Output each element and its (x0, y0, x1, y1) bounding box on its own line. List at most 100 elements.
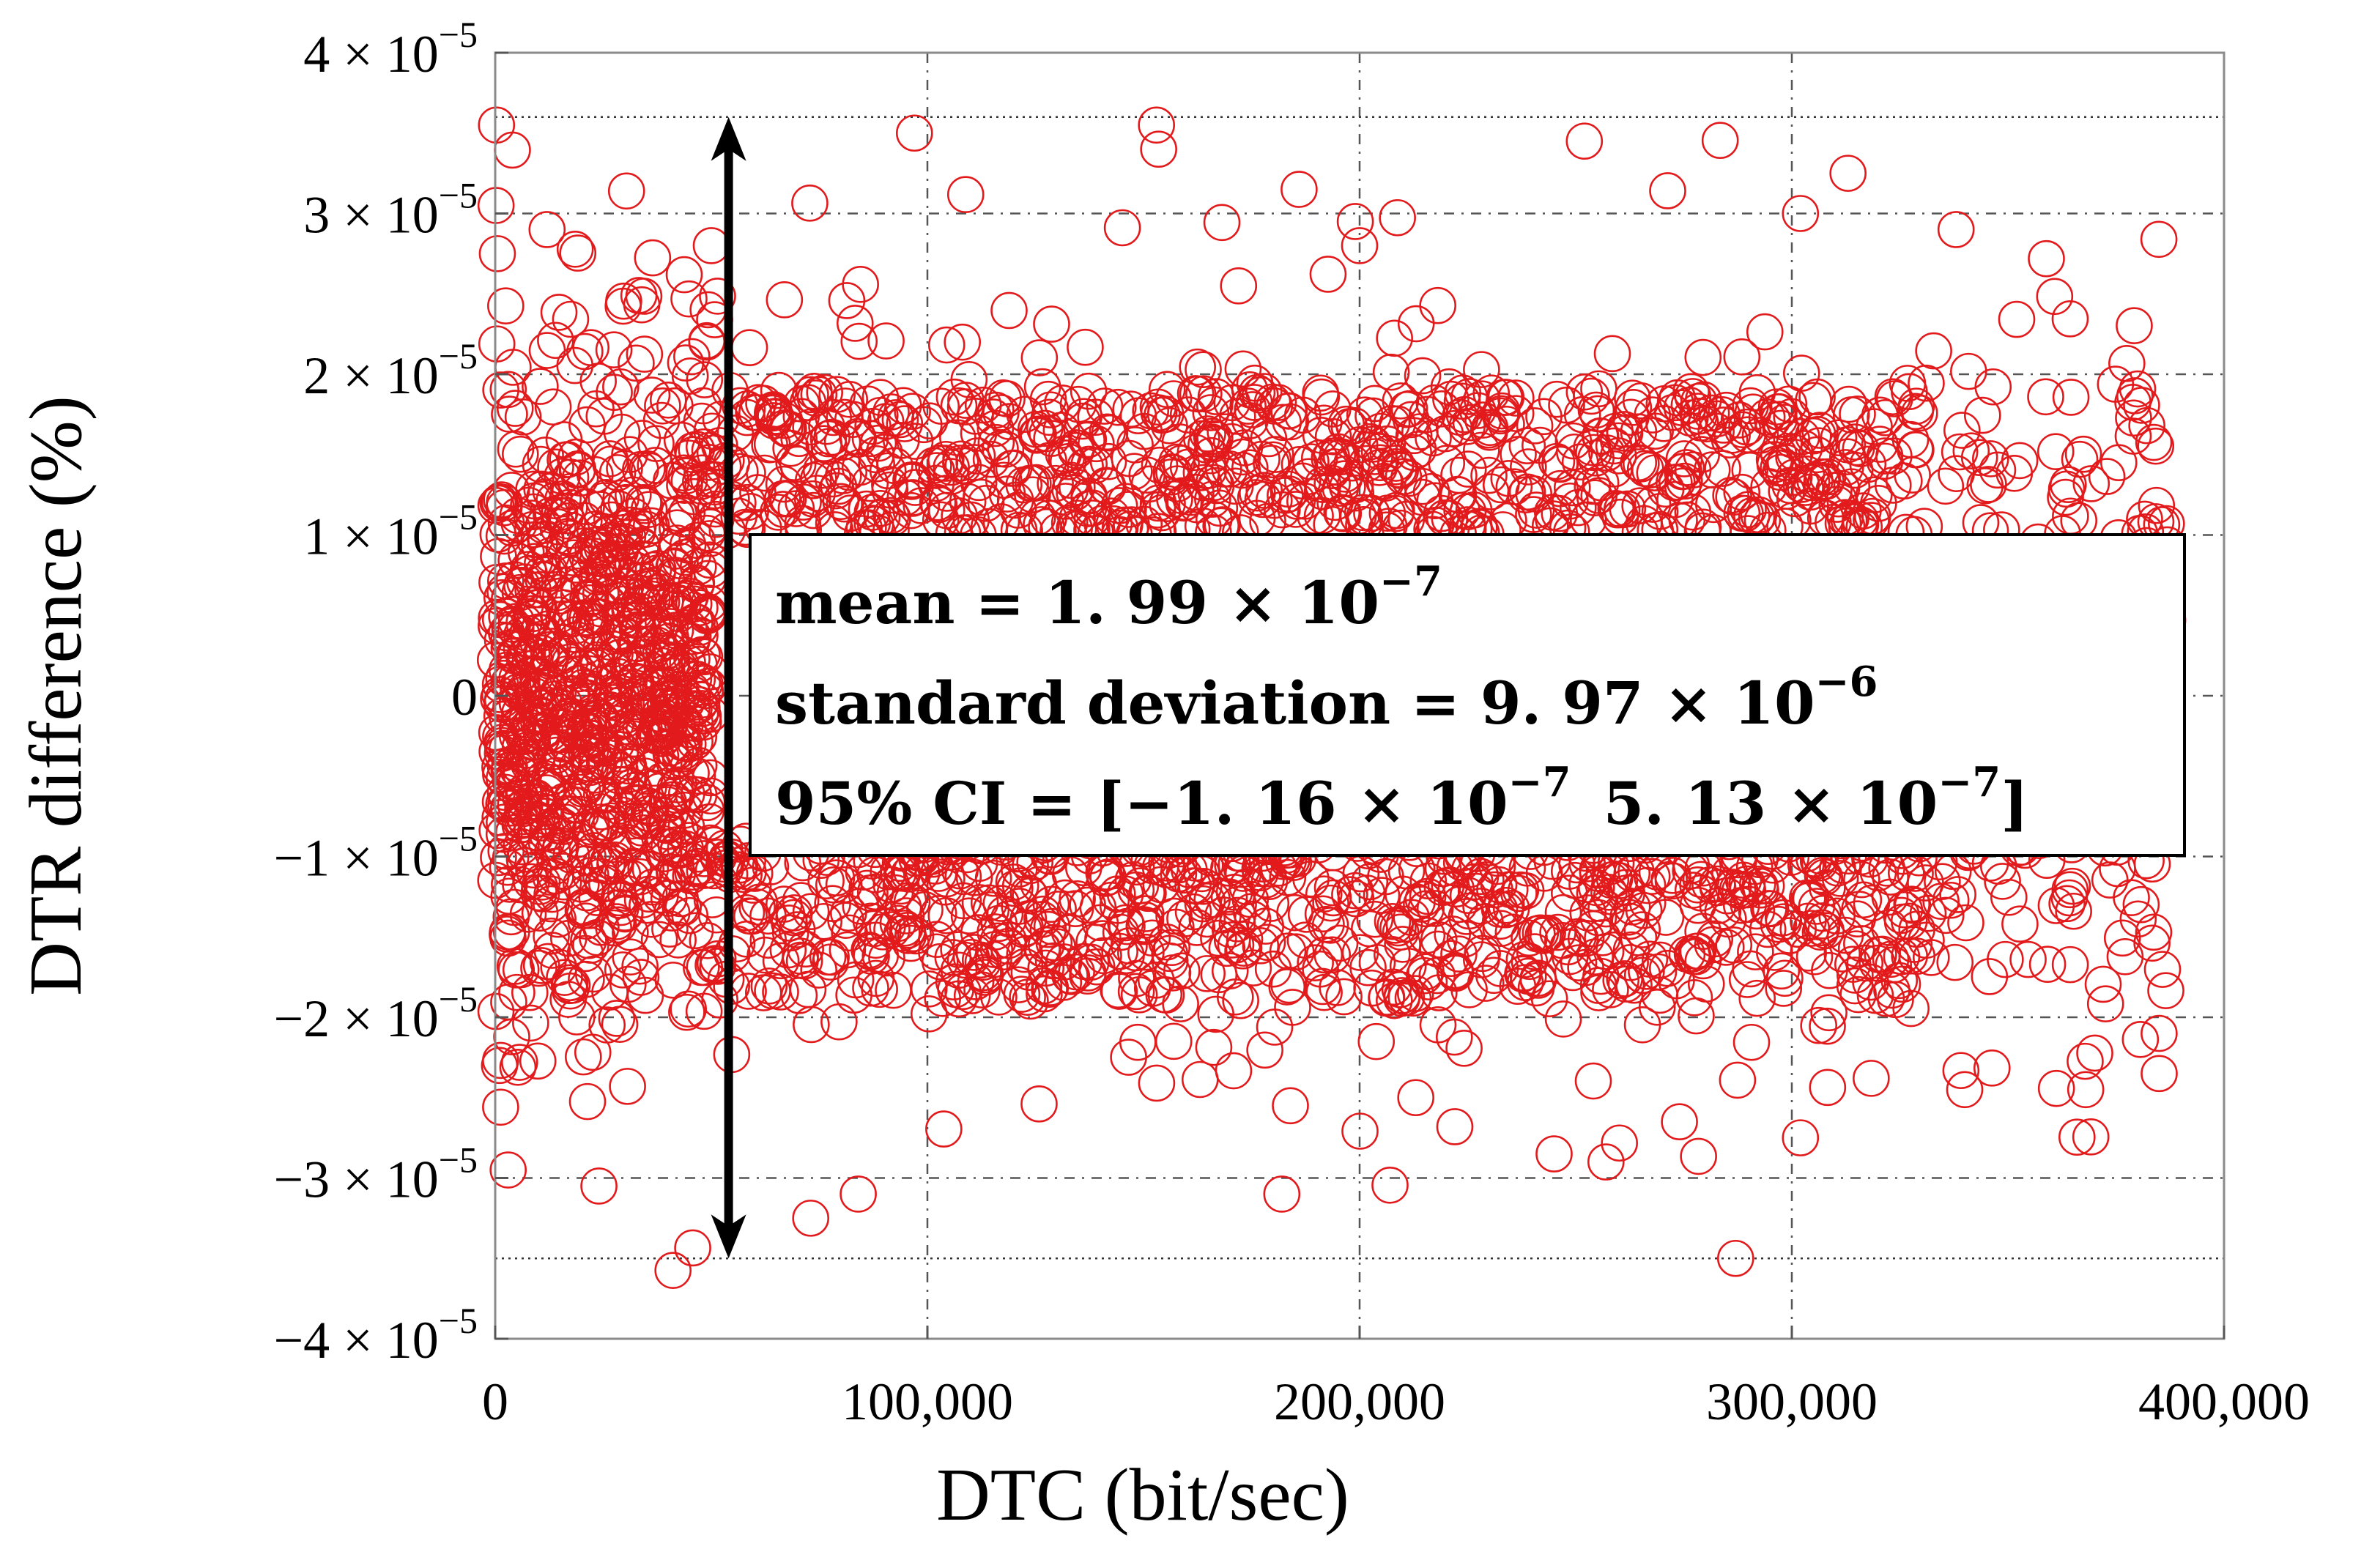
data-point (2114, 384, 2152, 421)
data-point (1070, 372, 1108, 410)
data-point (1987, 940, 2024, 978)
data-point (1419, 286, 1456, 324)
data-point (588, 479, 626, 516)
data-point (577, 456, 614, 494)
data-point (1875, 380, 1913, 417)
data-point (1464, 401, 1502, 439)
data-point (2051, 871, 2089, 909)
data-point (857, 959, 895, 997)
data-point (852, 969, 889, 1007)
data-point (515, 851, 552, 889)
data-point (1103, 209, 1141, 247)
data-point (1704, 450, 1741, 487)
data-point (739, 474, 777, 511)
data-point (1699, 887, 1737, 924)
data-point (1127, 933, 1165, 971)
data-point (571, 732, 609, 770)
data-point (1559, 488, 1597, 527)
data-point (1508, 427, 1546, 464)
data-point (699, 948, 737, 985)
data-point (670, 710, 707, 748)
data-point (1620, 413, 1658, 450)
data-point (491, 579, 528, 617)
data-point (666, 735, 703, 773)
data-point (1723, 338, 1761, 376)
data-point (486, 483, 523, 521)
data-point (579, 363, 617, 400)
data-point (2114, 417, 2152, 455)
data-point (2133, 924, 2171, 962)
data-point (553, 967, 591, 1004)
data-point (1727, 494, 1764, 532)
data-point (566, 628, 604, 666)
data-point (701, 981, 738, 1019)
data-point (1561, 443, 1599, 481)
data-point (591, 549, 629, 587)
data-point (1853, 1060, 1890, 1097)
data-point (534, 388, 572, 426)
data-point (498, 973, 535, 1011)
data-point (1525, 398, 1563, 436)
data-point (1488, 405, 1525, 443)
data-point (1634, 486, 1672, 523)
data-point (552, 555, 590, 593)
data-point (1763, 952, 1801, 990)
data-point (1795, 937, 1834, 976)
data-point (640, 921, 678, 959)
data-point (1155, 1022, 1193, 1060)
data-point (792, 1200, 829, 1237)
data-point (1354, 397, 1392, 435)
data-point (1820, 419, 1858, 457)
data-point (2052, 379, 2090, 416)
data-point (812, 943, 849, 981)
data-point (791, 185, 829, 222)
data-point (1463, 351, 1500, 388)
data-point (1582, 957, 1620, 995)
data-point (1051, 856, 1089, 893)
data-point (1628, 866, 1667, 904)
data-point (1810, 994, 1847, 1032)
data-point (1593, 335, 1631, 373)
data-point (1075, 924, 1113, 961)
data-point (1738, 979, 1776, 1017)
data-point (825, 457, 862, 494)
data-point (815, 866, 853, 904)
data-point (990, 900, 1028, 937)
data-point (659, 855, 697, 893)
data-point (1116, 453, 1153, 491)
data-point (1674, 493, 1712, 531)
data-point (522, 368, 559, 405)
x-tick-label: 200,000 (1274, 1372, 1445, 1431)
data-point (558, 998, 596, 1036)
data-point (1623, 382, 1660, 420)
data-point (1883, 965, 1921, 1003)
data-point (1302, 950, 1339, 988)
data-point (489, 919, 527, 957)
data-point (2009, 940, 2047, 978)
data-point (1216, 978, 1254, 1016)
data-point (542, 577, 579, 614)
data-point (848, 869, 886, 907)
data-point (919, 483, 957, 521)
data-point (1141, 446, 1179, 484)
data-point (1642, 941, 1679, 979)
data-point (2076, 1034, 2113, 1072)
data-point (512, 656, 550, 694)
data-point (1505, 941, 1543, 978)
data-point (680, 776, 718, 814)
data-point (482, 1088, 519, 1126)
data-point (1137, 962, 1175, 999)
data-point (1058, 468, 1096, 506)
data-point (637, 447, 675, 484)
data-point (2028, 945, 2067, 983)
data-point (982, 394, 1020, 431)
data-point (630, 875, 668, 913)
data-point (481, 601, 519, 639)
data-point (1313, 452, 1351, 490)
data-point (809, 420, 848, 458)
data-point (872, 393, 910, 431)
data-point (483, 724, 521, 761)
data-point (1818, 897, 1856, 935)
data-point (1724, 411, 1762, 449)
data-point (559, 567, 597, 605)
